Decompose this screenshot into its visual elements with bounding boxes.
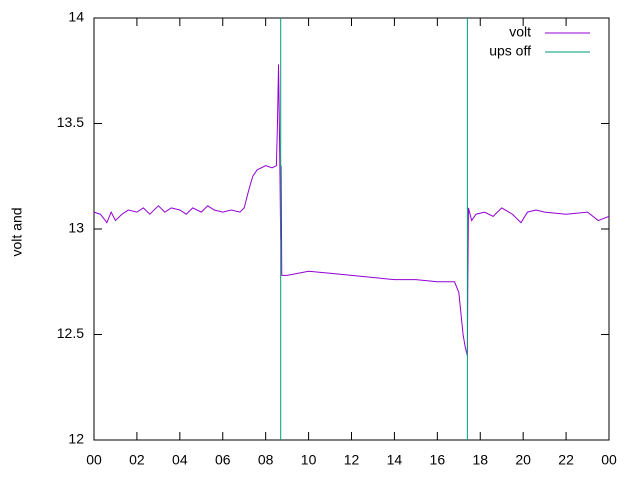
y-axis-label: volt and: [9, 207, 25, 256]
legend-label: ups off: [489, 43, 531, 59]
y-tick-label: 13: [68, 220, 84, 236]
plot-frame: [93, 17, 610, 441]
x-tick-label: 18: [472, 452, 488, 468]
x-tick-label: 04: [172, 452, 188, 468]
x-tick-label: 14: [387, 452, 403, 468]
y-tick-label: 14: [68, 9, 84, 25]
legend-label: volt: [509, 24, 531, 40]
x-tick-label: 10: [301, 452, 317, 468]
x-tick-label: 20: [515, 452, 531, 468]
x-tick-label: 06: [215, 452, 231, 468]
y-tick-label: 12.5: [57, 325, 84, 341]
x-tick-label: 16: [430, 452, 446, 468]
x-tick-label: 22: [558, 452, 574, 468]
series-line: [93, 64, 610, 356]
x-tick-label: 12: [344, 452, 360, 468]
series-line: [280, 18, 468, 440]
x-tick-label: 00: [601, 452, 617, 468]
y-tick-label: 13.5: [57, 114, 84, 130]
x-tick-label: 02: [129, 452, 145, 468]
x-tick-label: 08: [258, 452, 274, 468]
y-tick-label: 12: [68, 431, 84, 447]
x-tick-label: 00: [86, 452, 102, 468]
